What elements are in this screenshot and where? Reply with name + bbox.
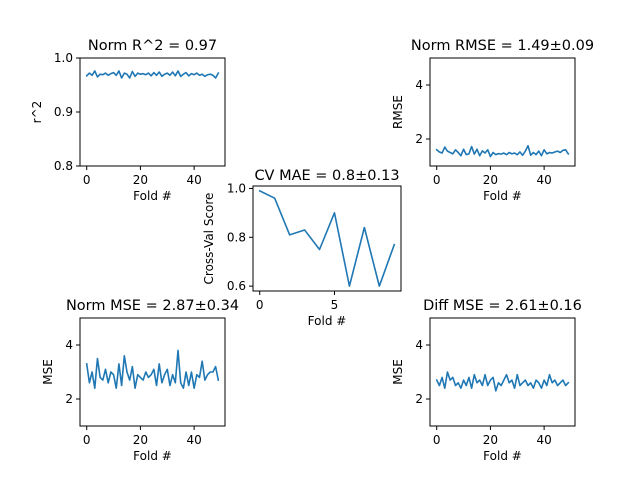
axes-frame xyxy=(79,317,226,427)
x-axis-label: Fold # xyxy=(133,189,172,203)
x-axis-label: Fold # xyxy=(483,449,522,463)
x-tick-label: 20 xyxy=(133,433,148,447)
y-tick-label: 4 xyxy=(65,338,73,352)
chart-title: Norm RMSE = 1.49±0.09 xyxy=(411,38,594,54)
x-axis-label: Fold # xyxy=(483,189,522,203)
series-line xyxy=(85,349,220,389)
y-tick-label: 0.9 xyxy=(54,105,73,119)
x-tick-label: 40 xyxy=(186,173,201,187)
x-tick-label: 40 xyxy=(536,433,551,447)
axes-frame xyxy=(429,57,576,167)
x-tick-label: 0 xyxy=(83,433,91,447)
y-tick-label: 1.0 xyxy=(54,51,73,65)
subplot-norm-mse: Norm MSE = 2.87±0.34 0 20 40 2 4 Fold # MSE xyxy=(41,298,239,463)
subplot-norm-r2: Norm R^2 = 0.97 0 20 40 0.8 0.9 1.0 Fold # r^2 xyxy=(30,38,226,203)
y-tick-label: 2 xyxy=(415,392,423,406)
y-axis-label: MSE xyxy=(41,359,55,385)
y-axis-label: RMSE xyxy=(391,95,405,129)
y-tick-label: 2 xyxy=(415,132,423,146)
axes-frame xyxy=(252,185,402,292)
x-tick-label: 20 xyxy=(483,173,498,187)
axes-frame xyxy=(429,317,576,427)
x-tick-label: 0 xyxy=(256,298,264,312)
chart-title: CV MAE = 0.8±0.13 xyxy=(254,168,399,184)
x-tick-label: 20 xyxy=(483,433,498,447)
y-tick-label: 0.6 xyxy=(227,279,246,293)
series-line xyxy=(85,70,220,79)
subplot-norm-rmse: Norm RMSE = 1.49±0.09 0 20 40 2 4 Fold # RMSE xyxy=(391,38,594,203)
x-tick-label: 20 xyxy=(133,173,148,187)
y-axis-label: Cross-Val Score xyxy=(202,193,216,285)
x-tick-label: 0 xyxy=(83,173,91,187)
x-tick-label: 0 xyxy=(433,433,441,447)
chart-title: Norm MSE = 2.87±0.34 xyxy=(66,298,239,314)
y-axis-label: MSE xyxy=(391,359,405,385)
x-tick-label: 40 xyxy=(536,173,551,187)
subplot-cv-mae: CV MAE = 0.8±0.13 0 5 0.6 0.8 1.0 Fold # Cross-… xyxy=(202,168,402,328)
series-line xyxy=(258,189,396,287)
x-axis-label: Fold # xyxy=(308,314,347,328)
subplot-diff-mse: Diff MSE = 2.61±0.16 0 20 40 2 4 Fold # MSE xyxy=(391,298,582,463)
x-axis-label: Fold # xyxy=(133,449,172,463)
series-line xyxy=(435,144,570,158)
y-tick-label: 4 xyxy=(415,78,423,92)
x-tick-label: 40 xyxy=(186,433,201,447)
chart-title: Norm R^2 = 0.97 xyxy=(88,38,217,54)
y-axis-label: r^2 xyxy=(30,101,44,124)
chart-title: Diff MSE = 2.61±0.16 xyxy=(423,298,582,314)
y-tick-label: 0.8 xyxy=(227,230,246,244)
y-tick-label: 1.0 xyxy=(227,181,246,195)
y-tick-label: 4 xyxy=(415,338,423,352)
x-tick-label: 5 xyxy=(331,298,339,312)
series-line xyxy=(435,371,570,392)
y-tick-label: 0.8 xyxy=(54,159,73,173)
y-tick-label: 2 xyxy=(65,392,73,406)
x-tick-label: 0 xyxy=(433,173,441,187)
